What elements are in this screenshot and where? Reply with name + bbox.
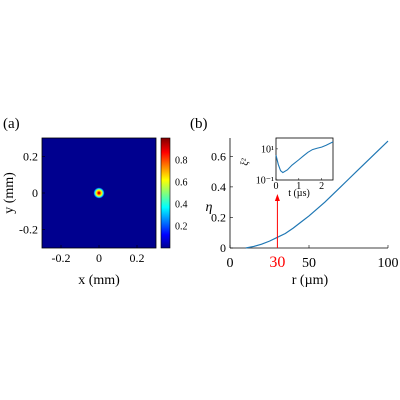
panel-b-label: (b) (190, 116, 208, 132)
y-tick-label: 0 (220, 241, 226, 255)
colorbar-tick-label: 0.6 (175, 178, 188, 189)
line-axes: 0 50 100 0 0.2 0.4 0.6 (211, 138, 399, 271)
y-tick-label: 0.2 (23, 149, 38, 163)
heatmap-spot (93, 187, 105, 199)
highlight-marker: 30 (269, 194, 285, 271)
inset-axes: 0 1 2 10¹ 10⁻¹ (256, 144, 324, 192)
colorbar (160, 137, 171, 249)
heatmap-a (41, 137, 157, 249)
inset-xlabel: t (µs) (288, 188, 310, 199)
inset-y-tick-label: 10⁻¹ (256, 176, 274, 187)
panel-a-label: (a) (3, 116, 20, 132)
line-ylabel: η (206, 200, 213, 215)
line-series (245, 140, 389, 249)
colorbar-tick-label: 0.2 (175, 222, 188, 233)
heatmap-axes: -0.2 0 0.2 0.2 0 -0.2 (19, 149, 145, 265)
eta-line (245, 140, 389, 249)
heatmap-ylabel: y (mm) (2, 172, 17, 214)
x-tick-label: 50 (302, 256, 316, 271)
y-tick-label: 0.2 (211, 210, 226, 224)
x-tick-label: 0 (96, 251, 102, 265)
inset-x-tick-label: 2 (319, 181, 324, 192)
inset-x-tick-label: 1 (296, 181, 301, 192)
x-tick-label: -0.2 (52, 251, 71, 265)
x-tick-label: 100 (378, 256, 399, 271)
inset-line (275, 141, 334, 174)
inset-ylabel: ξ² (240, 157, 251, 165)
x-tick-label: 0.2 (130, 251, 145, 265)
inset-series (275, 141, 334, 174)
y-tick-label: 0.4 (211, 180, 226, 194)
y-tick-label: 0.6 (211, 149, 226, 163)
y-tick-label: -0.2 (19, 223, 38, 237)
highlight-arrow-head (274, 194, 280, 201)
inset-box (275, 137, 334, 181)
colorbar-tick-label: 0.4 (175, 200, 188, 211)
heatmap-xlabel: x (mm) (78, 273, 120, 288)
y-tick-label: 0 (32, 186, 38, 200)
inset-y-tick-label: 10¹ (261, 144, 274, 155)
colorbar-ticks: 0.8 0.6 0.4 0.2 (175, 156, 188, 233)
line-xlabel: r (µm) (292, 273, 329, 288)
x-tick-label: 0 (227, 256, 234, 271)
colorbar-tick-label: 0.8 (175, 156, 188, 167)
highlight-label: 30 (269, 254, 285, 271)
inset-x-tick-label: 0 (274, 181, 279, 192)
